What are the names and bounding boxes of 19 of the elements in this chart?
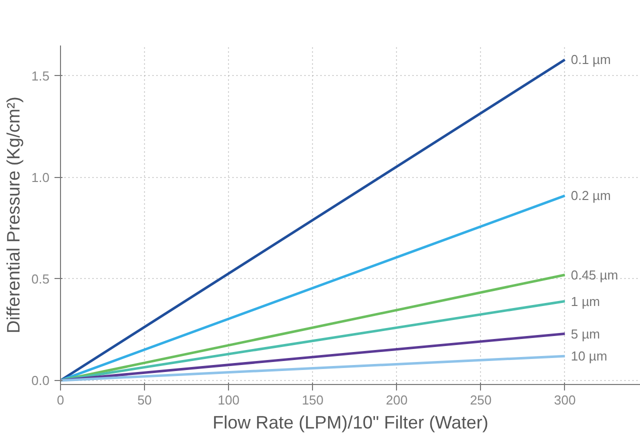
x-tick-label: 100 xyxy=(218,392,240,408)
x-tick-label: 250 xyxy=(470,392,492,408)
y-tick-label: 0.0 xyxy=(31,372,50,388)
y-tick-label: 1.0 xyxy=(31,170,50,185)
series-label: 5 µm xyxy=(570,326,600,342)
series-label: 0.1 µm xyxy=(570,52,611,68)
x-tick-label: 50 xyxy=(137,392,152,408)
y-tick-label: 0.5 xyxy=(31,271,50,286)
x-tick-label: 300 xyxy=(554,392,576,408)
x-tick-label: 0 xyxy=(56,392,64,408)
x-tick-label: 150 xyxy=(302,392,324,408)
y-axis-title: Differential Pressure (Kg/cm²) xyxy=(3,96,24,334)
x-tick-label: 200 xyxy=(386,392,408,408)
y-tick-label: 1.5 xyxy=(31,68,50,84)
series-label: 1 µm xyxy=(570,294,600,309)
series-label: 0.2 µm xyxy=(570,188,611,204)
series-label: 10 µm xyxy=(570,348,608,364)
x-axis-title: Flow Rate (LPM)/10" Filter (Water) xyxy=(212,412,488,432)
series-label: 0.45 µm xyxy=(570,267,618,282)
